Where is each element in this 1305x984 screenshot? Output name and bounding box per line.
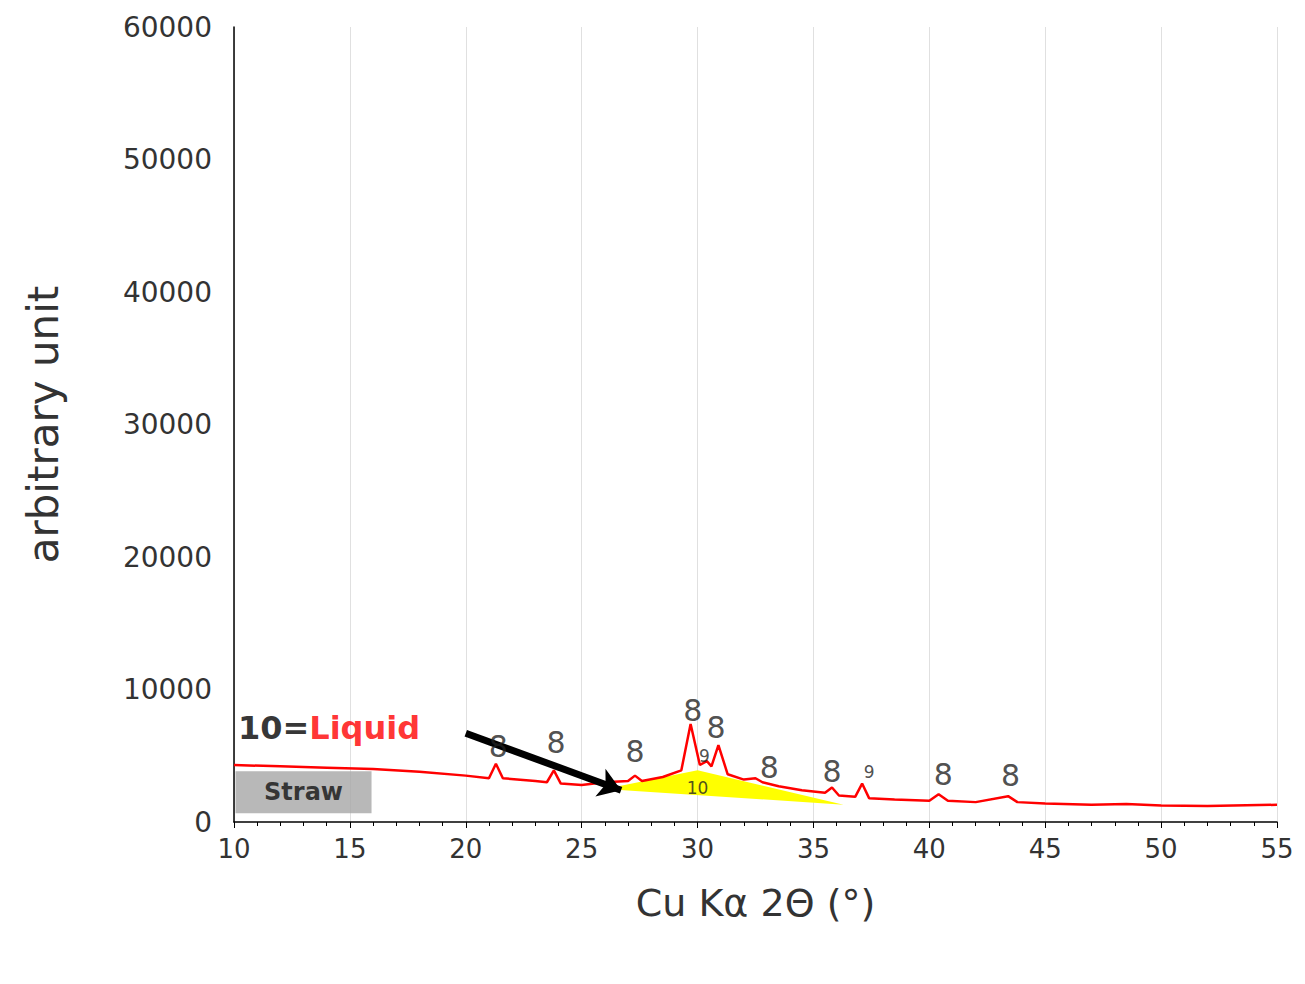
svg-text:Liquid: Liquid: [309, 709, 420, 747]
svg-text:25: 25: [565, 834, 598, 864]
svg-text:8: 8: [934, 757, 953, 792]
svg-text:8: 8: [547, 725, 566, 760]
svg-text:Cu Kα 2Θ (°): Cu Kα 2Θ (°): [636, 881, 876, 925]
svg-text:8: 8: [760, 750, 779, 785]
svg-text:8: 8: [489, 729, 508, 764]
svg-text:35: 35: [797, 834, 830, 864]
svg-text:10000: 10000: [123, 673, 212, 706]
svg-text:10=: 10=: [238, 709, 309, 747]
svg-text:30: 30: [681, 834, 714, 864]
svg-text:8: 8: [625, 734, 644, 769]
svg-text:8: 8: [683, 693, 702, 728]
svg-text:10: 10: [687, 778, 709, 798]
svg-text:9: 9: [864, 762, 875, 782]
svg-text:20: 20: [449, 834, 482, 864]
svg-text:50: 50: [1145, 834, 1178, 864]
svg-text:55: 55: [1260, 834, 1293, 864]
svg-text:15: 15: [333, 834, 366, 864]
svg-text:8: 8: [822, 754, 841, 789]
svg-text:20000: 20000: [123, 541, 212, 574]
svg-text:60000: 60000: [123, 11, 212, 44]
svg-text:Straw: Straw: [264, 778, 343, 806]
svg-text:0: 0: [194, 806, 212, 839]
svg-text:8: 8: [707, 710, 726, 745]
svg-text:40: 40: [913, 834, 946, 864]
svg-text:8: 8: [1001, 758, 1020, 793]
svg-text:10: 10: [217, 834, 250, 864]
svg-text:arbitrary unit: arbitrary unit: [19, 286, 68, 564]
svg-text:9: 9: [699, 746, 710, 766]
svg-text:50000: 50000: [123, 143, 212, 176]
svg-text:40000: 40000: [123, 276, 212, 309]
svg-text:45: 45: [1029, 834, 1062, 864]
svg-text:30000: 30000: [123, 408, 212, 441]
